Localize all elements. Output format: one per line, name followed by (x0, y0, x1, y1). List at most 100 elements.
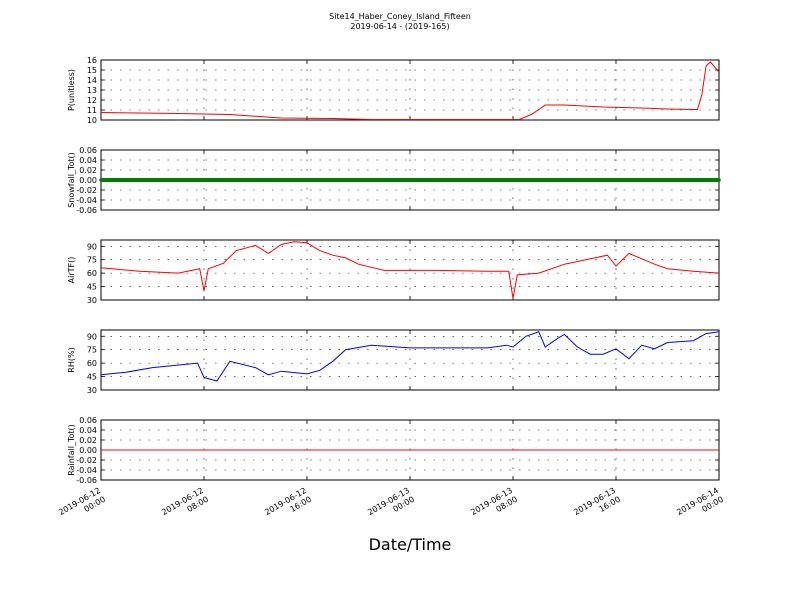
panel-3: 30 45 60 75 90 AirTF() (67, 239, 720, 305)
series-marker (408, 178, 412, 182)
series-marker (225, 178, 229, 182)
y-tick-label: -0.02 (76, 186, 97, 195)
y-axis-label: Snowfall_Tot() (67, 152, 76, 208)
series-marker (570, 178, 574, 182)
series-marker (696, 178, 700, 182)
y-tick-label: 75 (87, 346, 97, 355)
series-marker (516, 178, 520, 182)
series-marker (363, 178, 367, 182)
y-tick-label: 0.02 (79, 436, 97, 445)
y-tick-label: 16 (87, 56, 97, 65)
series-marker (588, 178, 592, 182)
series-marker (636, 178, 640, 182)
series-marker (531, 178, 535, 182)
y-tick-label: -0.06 (76, 476, 97, 485)
series-marker (498, 178, 502, 182)
series-marker (411, 178, 415, 182)
series-marker (135, 178, 139, 182)
series-marker (243, 178, 247, 182)
series-marker (300, 178, 304, 182)
series-marker (435, 178, 439, 182)
series-marker (255, 178, 259, 182)
series-marker (258, 178, 262, 182)
series-marker (369, 178, 373, 182)
x-tick-label: 2019-06-1216:00 (263, 486, 313, 526)
series-marker (108, 178, 112, 182)
series-marker (420, 178, 424, 182)
series-marker (546, 178, 550, 182)
series-marker (252, 178, 256, 182)
series-marker (222, 178, 226, 182)
series-marker (630, 178, 634, 182)
series-marker (264, 178, 268, 182)
series-marker (261, 178, 265, 182)
y-tick-label: -0.02 (76, 456, 97, 465)
series-marker (186, 178, 190, 182)
series-marker (267, 178, 271, 182)
series-marker (321, 178, 325, 182)
series-marker (681, 178, 685, 182)
series-marker (468, 178, 472, 182)
figure-subtitle: 2019-06-14 - (2019-165) (350, 22, 449, 31)
x-tick-label: 2019-06-1308:00 (469, 486, 519, 526)
series-marker (627, 178, 631, 182)
series-marker (195, 178, 199, 182)
series-marker (597, 178, 601, 182)
series-marker (285, 178, 289, 182)
series-marker (183, 178, 187, 182)
y-tick-label: 45 (87, 283, 97, 292)
series-marker (138, 178, 142, 182)
series-marker (162, 178, 166, 182)
series-marker (594, 178, 598, 182)
series-marker (555, 178, 559, 182)
series-marker (348, 178, 352, 182)
y-axis-label: AirTF() (67, 257, 76, 284)
series-marker (144, 178, 148, 182)
series-marker (282, 178, 286, 182)
series-marker (690, 178, 694, 182)
series-marker (375, 178, 379, 182)
series-marker (129, 178, 133, 182)
series-marker (693, 178, 697, 182)
series-marker (669, 178, 673, 182)
series-marker (270, 178, 274, 182)
series-marker (522, 178, 526, 182)
series-marker (390, 178, 394, 182)
series-marker (684, 178, 688, 182)
y-axis-label: Rainfall_Tot() (67, 424, 76, 476)
series-marker (513, 178, 517, 182)
series-marker (612, 178, 616, 182)
series-marker (231, 178, 235, 182)
series-marker (297, 178, 301, 182)
series-marker (702, 178, 706, 182)
series-marker (336, 178, 340, 182)
series-marker (168, 178, 172, 182)
series-marker (213, 178, 217, 182)
series-marker (366, 178, 370, 182)
x-tick-label: 2019-06-1300:00 (366, 486, 416, 526)
series-marker (192, 178, 196, 182)
y-axis-label: RH(%) (67, 347, 76, 372)
series-marker (537, 178, 541, 182)
series-marker (639, 178, 643, 182)
series-marker (333, 178, 337, 182)
series-marker (423, 178, 427, 182)
series-line (100, 241, 720, 299)
series-marker (528, 178, 532, 182)
series-marker (657, 178, 661, 182)
series-marker (471, 178, 475, 182)
series-marker (504, 178, 508, 182)
series-marker (654, 178, 658, 182)
series-marker (201, 178, 205, 182)
y-tick-label: 90 (87, 242, 97, 251)
series-marker (609, 178, 613, 182)
y-axis-label: P(unitless) (67, 69, 76, 111)
series-marker (357, 178, 361, 182)
series-marker (159, 178, 163, 182)
series-marker (651, 178, 655, 182)
series-marker (501, 178, 505, 182)
y-tick-label: 30 (87, 296, 97, 305)
series-marker (99, 178, 103, 182)
series-marker (198, 178, 202, 182)
series-marker (687, 178, 691, 182)
